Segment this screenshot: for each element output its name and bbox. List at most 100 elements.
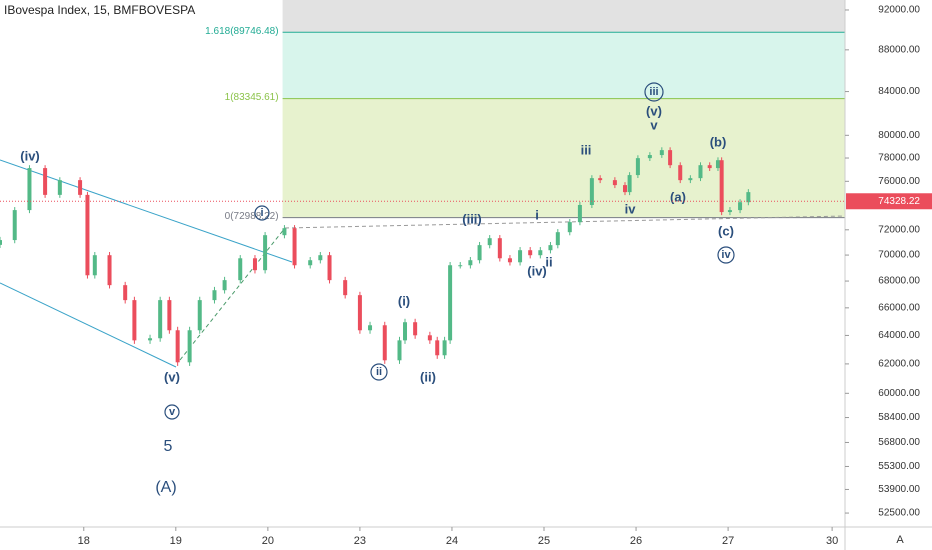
candle-body <box>567 222 572 233</box>
y-tick-label: 68000.00 <box>878 276 920 287</box>
fib-label: 0(72988.22) <box>225 211 279 222</box>
y-tick-label: 66000.00 <box>878 302 920 313</box>
trend-line <box>179 227 286 361</box>
scale-mode[interactable]: A <box>896 534 904 546</box>
candle-body <box>458 265 463 267</box>
candle-body <box>678 165 683 181</box>
wave-label: v <box>169 406 176 418</box>
candle-body <box>528 250 533 256</box>
wave-label: (ii) <box>420 369 436 384</box>
candle-body <box>85 194 90 276</box>
y-tick-label: 58400.00 <box>878 412 920 423</box>
y-tick-label: 72000.00 <box>878 224 920 235</box>
candle-body <box>123 285 128 301</box>
candle-body <box>538 250 543 256</box>
wave-label: (c) <box>718 223 734 238</box>
candle-body <box>252 258 257 271</box>
wave-label: (v) <box>646 103 662 118</box>
candle-body <box>397 340 402 361</box>
fib-zone <box>282 32 845 99</box>
candle-body <box>158 300 163 339</box>
y-tick-label: 80000.00 <box>878 130 920 141</box>
axes: 92000.00 88000.00 84000.00 80000.00 78000.00… <box>0 5 932 547</box>
candle-body <box>612 180 617 186</box>
candle-body <box>238 258 243 281</box>
candle-body <box>292 228 297 266</box>
candle-body <box>308 260 313 266</box>
y-tick-label: 62000.00 <box>878 359 920 370</box>
x-tick-label: 20 <box>262 535 274 547</box>
y-tick-label: 60000.00 <box>878 388 920 399</box>
wave-label: (iii) <box>462 211 482 226</box>
candle-body <box>468 260 473 266</box>
wave-label: (v) <box>164 369 180 384</box>
candle-body <box>0 240 2 245</box>
y-tick-label: 84000.00 <box>878 86 920 97</box>
channel-line <box>0 282 177 368</box>
candle-body <box>518 250 523 263</box>
candle-body <box>442 340 447 356</box>
x-tick-label: 18 <box>78 535 90 547</box>
y-tick-label: 52500.00 <box>878 508 920 519</box>
y-tick-label: 64000.00 <box>878 330 920 341</box>
wave-label: (b) <box>710 134 727 149</box>
y-tick-label: 78000.00 <box>878 153 920 164</box>
channel-line <box>0 159 293 263</box>
y-tick-label: 70000.00 <box>878 250 920 261</box>
candle-body <box>167 300 172 331</box>
candle-body <box>659 150 664 156</box>
wave-label: (i) <box>398 293 410 308</box>
candle-body <box>92 255 97 276</box>
y-tick-label: 56800.00 <box>878 437 920 448</box>
candle-body <box>413 322 418 336</box>
wave-label: iii <box>581 142 592 157</box>
wave-label: (A) <box>155 479 176 496</box>
background: 1.618(89746.48) 1(83345.61) 0(72988.22) <box>205 0 845 222</box>
candle-body <box>477 245 482 261</box>
y-tick-label: 53900.00 <box>878 484 920 495</box>
x-tick-label: 23 <box>354 535 366 547</box>
candle-body <box>727 210 732 213</box>
candle-body <box>738 202 743 211</box>
candle-body <box>403 322 408 341</box>
candle-body <box>577 204 582 223</box>
wave-circle <box>717 246 735 264</box>
candle-body <box>197 300 202 331</box>
candle-body <box>357 295 362 331</box>
candle-body <box>688 178 693 181</box>
candle-body <box>589 178 594 205</box>
candle-body <box>282 228 287 236</box>
fib-label: 1(83345.61) <box>225 92 279 103</box>
candle-body <box>715 160 720 169</box>
candle-body <box>12 210 17 241</box>
wave-labels: (iv) (v) v 5 (A) i (iii) (i) ii (ii) i i… <box>20 82 735 496</box>
candle-body <box>548 245 553 251</box>
wave-label: iv <box>721 249 731 261</box>
wave-label: v <box>650 117 658 132</box>
candle-body <box>27 168 32 211</box>
wave-circle <box>254 205 270 221</box>
candle-body <box>78 180 83 195</box>
last-price-box <box>846 193 932 210</box>
fib-zone <box>282 0 845 33</box>
trend-line <box>284 215 846 229</box>
candle-body <box>448 265 453 341</box>
candle-body <box>427 335 432 341</box>
candle-body <box>132 300 137 341</box>
candle-body <box>263 235 268 271</box>
wave-label: i <box>535 207 539 222</box>
candle-body <box>148 338 153 341</box>
candle-body <box>212 290 217 301</box>
last-price-label: 74328.22 <box>878 196 920 207</box>
wave-label: ii <box>376 366 382 378</box>
fib-label: 1.618(89746.48) <box>205 26 278 37</box>
candle-body <box>555 232 560 246</box>
y-tick-label: 88000.00 <box>878 44 920 55</box>
wave-circle <box>164 404 180 420</box>
wave-label: i <box>260 207 263 219</box>
candle-body <box>635 158 640 176</box>
wave-label: iii <box>649 86 658 98</box>
candle-body <box>497 238 502 259</box>
chart-title: IBovespa Index, 15, BMFBOVESPA <box>4 3 195 17</box>
candle-body <box>707 165 712 169</box>
